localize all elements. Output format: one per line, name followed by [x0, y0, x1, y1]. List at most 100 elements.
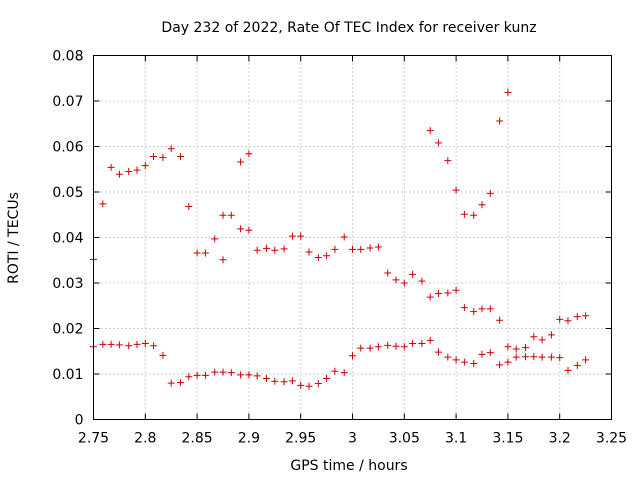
- data-point-marker: [556, 315, 564, 323]
- plot-frame: [93, 55, 612, 420]
- data-point-marker: [357, 344, 365, 352]
- data-point-marker: [504, 88, 512, 96]
- data-point-marker: [564, 317, 572, 325]
- data-point-marker: [193, 249, 201, 257]
- data-point-marker: [263, 375, 271, 383]
- data-point-marker: [426, 293, 434, 301]
- x-axis-label: GPS time / hours: [290, 458, 407, 474]
- data-point-marker: [331, 245, 339, 253]
- data-point-marker: [366, 244, 374, 252]
- y-tick-label: 0.06: [52, 140, 83, 156]
- x-tick-label: 2.85: [182, 431, 213, 447]
- data-point-marker: [452, 186, 460, 194]
- data-point-marker: [237, 371, 245, 379]
- data-point-marker: [253, 246, 261, 254]
- data-point-marker: [496, 361, 504, 369]
- data-point-marker: [538, 353, 546, 361]
- x-tick-label: 2.8: [134, 431, 156, 447]
- data-point-marker: [556, 354, 564, 362]
- data-point-marker: [547, 353, 555, 361]
- data-point-marker: [280, 245, 288, 253]
- data-point-marker: [409, 340, 417, 348]
- data-point-marker: [107, 163, 115, 171]
- data-point-marker: [357, 245, 365, 253]
- data-point-marker: [418, 340, 426, 348]
- data-point-marker: [227, 211, 235, 219]
- data-point-marker: [460, 210, 468, 218]
- data-point-marker: [392, 342, 400, 350]
- chart-title: Day 232 of 2022, Rate Of TEC Index for r…: [161, 20, 536, 36]
- y-tick-label: 0.01: [52, 367, 83, 383]
- data-point-marker: [512, 353, 520, 361]
- data-point-marker: [452, 356, 460, 364]
- data-point-marker: [201, 371, 209, 379]
- data-point-marker: [486, 349, 494, 357]
- data-point-marker: [530, 333, 538, 341]
- data-point-marker: [426, 127, 434, 135]
- data-point-marker: [470, 360, 478, 368]
- data-point-marker: [504, 343, 512, 351]
- data-point-marker: [340, 369, 348, 377]
- data-point-marker: [185, 373, 193, 381]
- data-point-marker: [271, 246, 279, 254]
- data-point-marker: [434, 289, 442, 297]
- data-point-marker: [400, 279, 408, 287]
- data-point-marker: [288, 232, 296, 240]
- data-point-marker: [434, 348, 442, 356]
- data-point-marker: [99, 340, 107, 348]
- data-point-marker: [374, 343, 382, 351]
- x-tick-label: 3.25: [596, 431, 627, 447]
- data-point-marker: [470, 211, 478, 219]
- y-tick-label: 0.07: [52, 94, 83, 110]
- data-point-marker: [305, 382, 313, 390]
- data-point-marker: [211, 368, 219, 376]
- data-point-marker: [167, 379, 175, 387]
- data-point-marker: [573, 361, 581, 369]
- data-point-marker: [314, 380, 322, 388]
- data-point-marker: [280, 378, 288, 386]
- data-point-marker: [245, 150, 253, 158]
- data-point-marker: [582, 356, 590, 364]
- data-point-marker: [384, 341, 392, 349]
- data-point-marker: [167, 145, 175, 153]
- data-point-marker: [444, 353, 452, 361]
- data-point-marker: [470, 308, 478, 316]
- data-point-marker: [349, 352, 356, 360]
- data-point-marker: [504, 358, 512, 366]
- data-point-marker: [496, 316, 504, 324]
- data-point-marker: [478, 350, 486, 358]
- data-point-marker: [115, 170, 123, 178]
- data-point-marker: [219, 211, 227, 219]
- data-point-marker: [314, 254, 322, 262]
- data-point-marker: [193, 371, 201, 379]
- x-tick-label: 3.15: [492, 431, 523, 447]
- data-point-marker: [141, 162, 149, 170]
- data-point-marker: [444, 157, 452, 165]
- y-tick-label: 0.02: [52, 322, 83, 338]
- data-point-marker: [409, 270, 417, 278]
- data-point-marker: [227, 369, 235, 377]
- data-point-marker: [271, 377, 279, 385]
- grid-lines: [93, 55, 612, 420]
- data-point-marker: [201, 249, 209, 257]
- x-tick-label: 3.1: [445, 431, 467, 447]
- data-point-marker: [486, 189, 494, 197]
- data-point-marker: [530, 353, 538, 361]
- x-tick-label: 2.95: [285, 431, 316, 447]
- data-points: [90, 88, 590, 390]
- y-tick-label: 0: [75, 413, 84, 429]
- data-point-marker: [547, 331, 555, 339]
- y-tick-label: 0.08: [52, 49, 83, 65]
- x-tick-label: 3: [348, 431, 357, 447]
- data-point-marker: [237, 158, 245, 166]
- data-point-marker: [177, 153, 185, 161]
- x-tick-label: 2.9: [238, 431, 260, 447]
- data-point-marker: [177, 379, 185, 387]
- data-point-marker: [305, 248, 313, 256]
- data-point-marker: [288, 377, 296, 385]
- data-point-marker: [219, 256, 227, 264]
- data-point-marker: [245, 371, 253, 379]
- data-point-marker: [564, 366, 572, 374]
- data-point-marker: [125, 342, 133, 350]
